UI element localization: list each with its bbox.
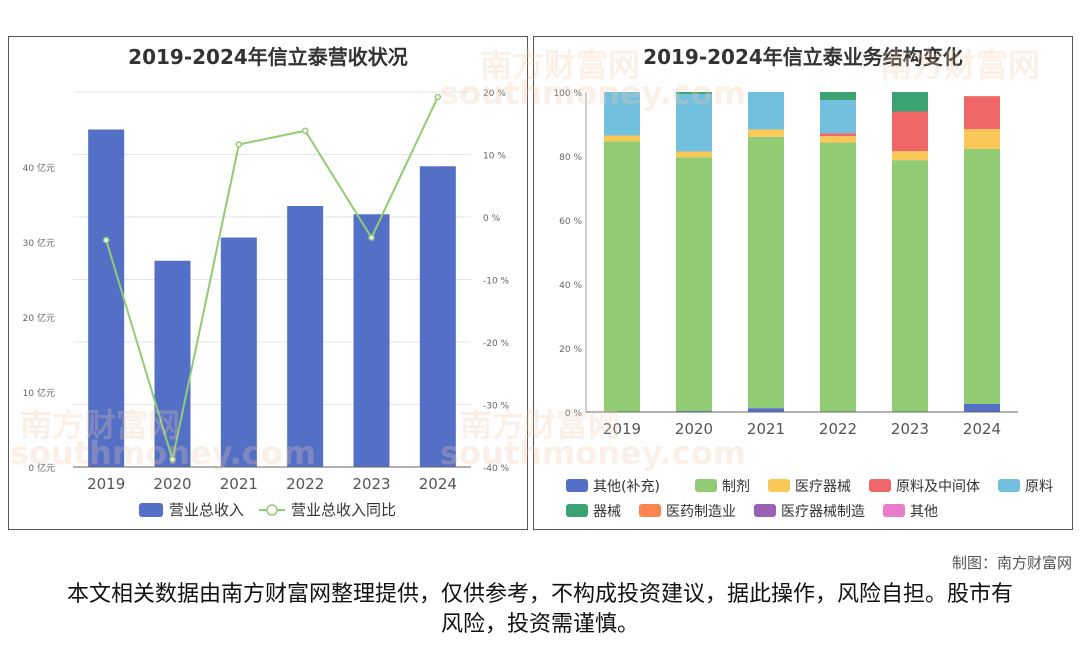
legend-swatch [883,504,905,517]
yoy-point [102,236,110,244]
revenue-bar [353,214,390,467]
right-axis-tick-label: 0 % [483,214,501,224]
right-axis-tick-label: -20 % [483,339,510,349]
left-axis-tick-label: 0 亿元 [28,462,55,474]
stack-segment [964,129,1000,149]
stack-segment [748,408,784,412]
stack-segment [676,92,712,94]
stack-segment [604,141,640,412]
stack-segment [604,135,640,142]
revenue-bar [220,237,257,467]
chart-credit: 制图：南方财富网 [951,554,1072,572]
business-structure-chart-panel: 0 % 20 % 40 % 60 % 80 % 100 % 2019 2020 2021 2022… [533,36,1073,530]
y-axis-tick-label: 60 % [559,217,582,227]
stack-segment [892,160,928,412]
legend-label: 医疗器械制造 [781,504,865,520]
stack-segment [820,136,856,143]
legend-label: 医疗器械 [795,479,851,495]
x-axis-tick-label: 2023 [891,420,929,438]
revenue-bar [88,129,125,467]
legend-swatch [566,479,588,492]
yoy-point [169,456,176,463]
legend-label: 医药制造业 [666,504,736,520]
legend-swatch [754,504,776,517]
legend-swatch [639,504,661,517]
stack-segment [676,93,712,152]
legend-label: 其他(补充) [593,479,660,495]
stack-segment [676,157,712,412]
yoy-point [368,234,375,241]
stack-segment [748,129,784,137]
legend-swatch [869,479,891,492]
stack-segment [748,136,784,409]
revenue-chart: -40 % -30 % -20 % -10 % 0 % 10 % 20 % 0 亿元 10 亿元… [23,89,510,519]
revenue-bar [419,166,456,467]
yoy-point [301,127,309,134]
yoy-line [105,96,439,460]
right-axis-tick-label: -40 % [483,464,510,474]
legend-label: 原料及中间体 [896,479,980,495]
disclaimer-text: 本文相关数据由南方财富网整理提供，仅供参考，不构成投资建议，据此操作，风险自担。… [66,582,1013,637]
revenue-bar [287,206,324,467]
revenue-bar [154,260,191,467]
stack-segment [892,111,928,152]
y-axis-tick-label: 40 % [559,281,582,291]
legend-swatch [695,479,717,492]
right-axis-tick-label: 20 % [483,89,506,99]
yoy-point [235,141,243,148]
x-axis-tick-label: 2022 [286,475,324,493]
stack-segment [676,151,712,158]
legend-label: 制剂 [722,479,750,495]
legend-label-yoy: 营业总收入同比 [291,501,396,519]
left-axis-tick-label: 40 亿元 [23,162,55,174]
stack-segment [964,148,1000,404]
x-axis-tick-label: 2019 [603,420,641,438]
x-axis-tick-label: 2020 [153,475,191,493]
stack-segment [820,100,856,134]
stack-segment [820,92,856,100]
legend-label: 原料 [1025,479,1053,495]
stack-segment [820,133,856,137]
yoy-point [434,93,442,101]
revenue-chart-title: 2019-2024年信立泰营收状况 [128,45,408,69]
revenue-chart-panel: -40 % -30 % -20 % -10 % 0 % 10 % 20 % 0 亿元 10 亿元… [8,36,528,530]
y-axis-tick-label: 0 % [565,409,583,419]
stack-segment [748,92,784,130]
legend-swatch-yoy-dot [266,504,278,516]
left-axis-tick-label: 10 亿元 [23,387,55,399]
x-axis-tick-label: 2023 [352,475,390,493]
x-axis-tick-label: 2021 [747,420,785,438]
left-axis-tick-label: 20 亿元 [23,312,55,324]
stack-segment [892,92,928,112]
legend-swatch [998,479,1020,492]
legend-swatch [566,504,588,517]
x-axis-tick-label: 2021 [220,475,258,493]
business-structure-chart-title: 2019-2024年信立泰业务结构变化 [643,45,963,69]
legend-swatch-revenue [139,503,163,517]
legend-label: 其他 [910,504,938,520]
x-axis-tick-label: 2024 [963,420,1001,438]
legend-swatch [768,479,790,492]
y-axis-tick-label: 20 % [559,345,582,355]
stack-segment [820,142,856,412]
left-axis-tick-label: 30 亿元 [23,237,55,249]
x-axis-tick-label: 2019 [87,475,125,493]
y-axis-tick-label: 100 % [553,89,582,99]
right-axis-tick-label: -10 % [483,277,510,287]
business-structure-chart: 0 % 20 % 40 % 60 % 80 % 100 % 2019 2020 2021 2022… [553,89,1053,520]
stack-segment [964,96,1000,130]
right-axis-tick-label: 10 % [483,152,506,162]
legend-label: 器械 [593,504,621,520]
x-axis-tick-label: 2020 [675,420,713,438]
legend-label-revenue: 营业总收入 [169,501,244,519]
x-axis-tick-label: 2024 [419,475,457,493]
stack-segment [892,151,928,161]
right-axis-tick-label: -30 % [483,402,510,412]
x-axis-tick-label: 2022 [819,420,857,438]
stack-segment [964,404,1000,412]
y-axis-tick-label: 80 % [559,153,582,163]
stack-segment [604,92,640,136]
